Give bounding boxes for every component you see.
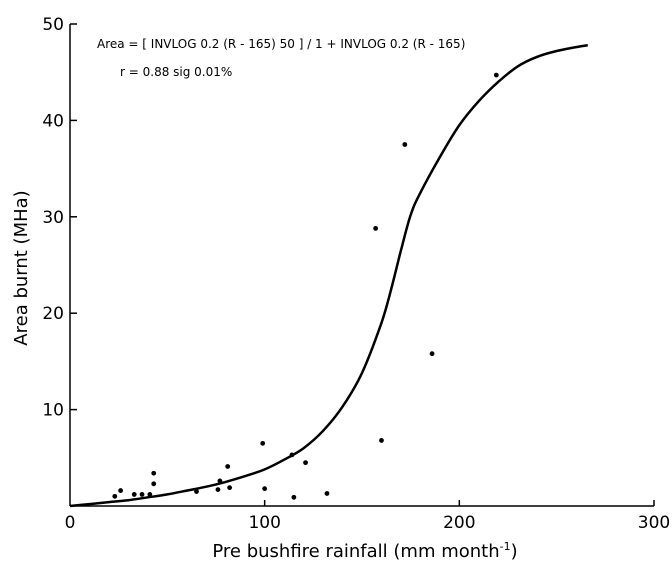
data-point — [260, 440, 266, 446]
data-point — [112, 493, 118, 499]
data-point — [289, 452, 295, 458]
y-ticks: 10 20 30 40 50 — [42, 15, 77, 421]
y-tick-label: 10 — [42, 401, 64, 421]
formula-annotation: Area = [ INVLOG 0.2 (R - 165) 50 ] / 1 +… — [97, 37, 465, 51]
data-point — [151, 481, 157, 487]
y-tick-label: 50 — [42, 15, 64, 35]
y-tick-label: 40 — [42, 111, 64, 131]
data-point — [262, 486, 268, 492]
data-point — [194, 489, 199, 494]
data-point — [373, 225, 379, 231]
data-point — [379, 438, 384, 443]
data-points — [112, 72, 499, 500]
data-point — [324, 491, 330, 496]
data-point — [118, 488, 124, 493]
x-tick-label: 200 — [443, 513, 475, 533]
x-tick-label: 100 — [248, 513, 280, 533]
y-tick-label: 30 — [42, 208, 64, 228]
axes — [69, 24, 654, 507]
x-ticks: 0 100 200 300 — [65, 500, 670, 533]
x-axis-label: Pre bushfire rainfall (mm month-1) — [212, 540, 517, 561]
data-point — [139, 492, 145, 497]
correlation-annotation: r = 0.88 sig 0.01% — [120, 65, 232, 79]
data-point — [493, 72, 499, 78]
data-point — [217, 478, 223, 484]
data-point — [151, 470, 157, 476]
data-point — [147, 492, 153, 497]
data-point — [402, 142, 408, 147]
data-point — [225, 464, 231, 469]
x-tick-label: 0 — [65, 513, 76, 533]
y-axis-label: Area burnt (MHa) — [11, 190, 32, 345]
data-point — [227, 485, 233, 491]
fitted-logistic-curve — [69, 43, 588, 508]
x-tick-label: 300 — [638, 513, 670, 533]
data-point — [429, 351, 435, 357]
data-point — [303, 460, 308, 466]
data-point — [215, 487, 221, 493]
data-point — [291, 494, 297, 500]
y-tick-label: 20 — [42, 304, 64, 324]
data-point — [131, 492, 137, 497]
